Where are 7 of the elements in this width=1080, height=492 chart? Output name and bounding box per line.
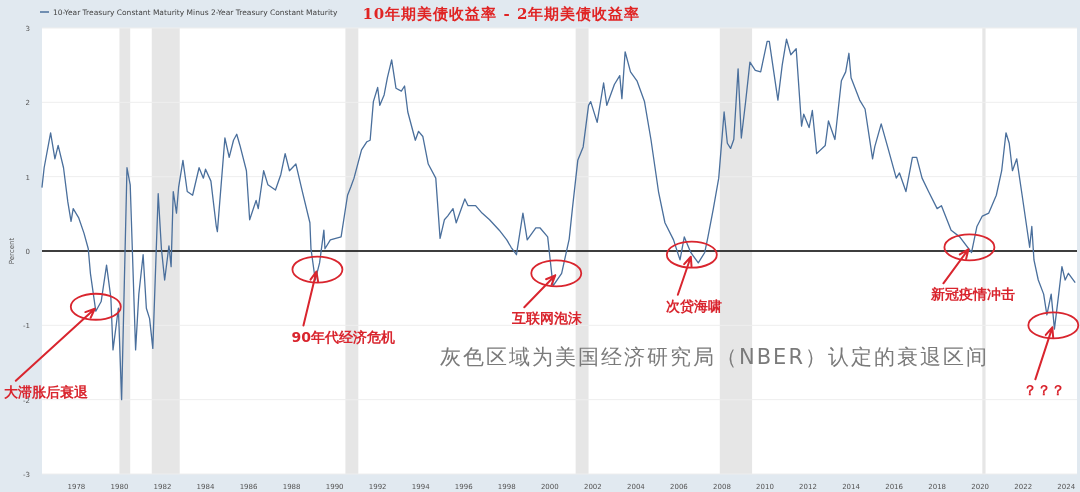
annotation: 新冠疫情冲击 xyxy=(930,286,1016,303)
chart-title: 10年期美债收益率 - 2年期美债收益率 xyxy=(362,5,641,23)
annotation: 灰色区域为美国经济研究局（NBER）认定的衰退区间 xyxy=(440,345,989,369)
annotation: ？？？ xyxy=(1023,382,1066,399)
annotation: 90年代经济危机 xyxy=(291,328,395,345)
annotation: 次贷海啸 xyxy=(665,297,722,314)
annotation: 互联网泡沫 xyxy=(511,310,584,327)
